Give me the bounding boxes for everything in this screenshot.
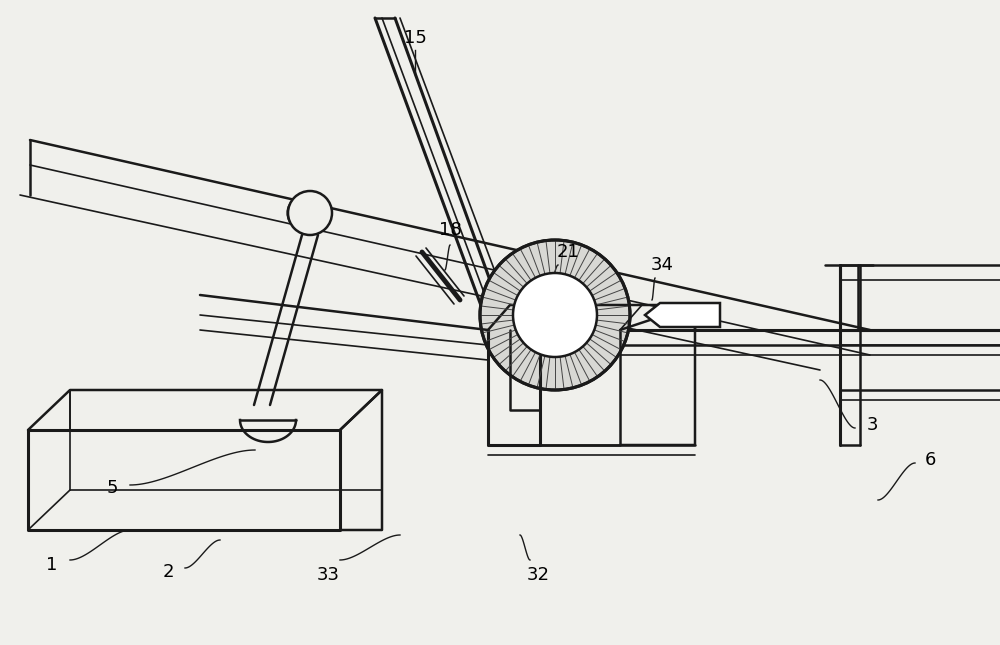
Text: 6: 6 [924, 451, 936, 469]
Text: 18: 18 [439, 221, 461, 239]
Polygon shape [645, 303, 720, 327]
Text: 21: 21 [557, 243, 579, 261]
Circle shape [513, 273, 597, 357]
Text: 32: 32 [526, 566, 550, 584]
Text: 34: 34 [650, 256, 674, 274]
Text: 5: 5 [106, 479, 118, 497]
Circle shape [480, 240, 630, 390]
Text: 3: 3 [866, 416, 878, 434]
Text: 33: 33 [316, 566, 340, 584]
Circle shape [288, 191, 332, 235]
Text: 2: 2 [162, 563, 174, 581]
Text: 1: 1 [46, 556, 58, 574]
Text: 15: 15 [404, 29, 426, 47]
